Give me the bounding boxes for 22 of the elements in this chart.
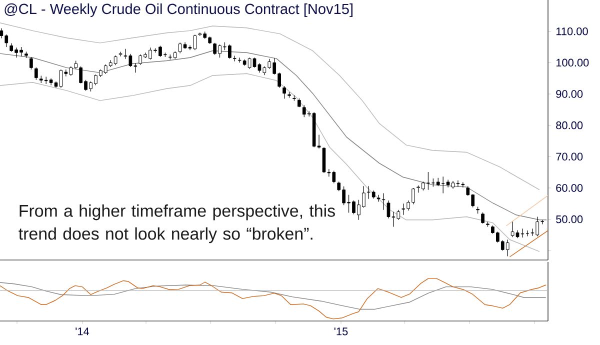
candlestick (282, 86, 286, 99)
y-tick-label: 60.00 (556, 184, 583, 192)
candlestick (34, 67, 38, 80)
chart-title: @CL - Weekly Crude Oil Continuous Contract [Nov15] (4, 3, 352, 17)
line-series (0, 73, 540, 252)
line-series (0, 50, 547, 220)
y-tick-label: 80.00 (556, 121, 583, 130)
candlestick (461, 182, 465, 188)
y-tick-label: 50.00 (556, 215, 583, 224)
line-series (0, 22, 540, 190)
y-tick-label: 110.00 (556, 27, 588, 36)
x-tick-label: '14 (76, 328, 90, 336)
x-tick-label: '15 (334, 328, 348, 336)
candlestick (118, 51, 122, 57)
candlestick (376, 194, 380, 202)
y-tick-label: 70.00 (556, 152, 583, 161)
candlestick (30, 56, 33, 70)
y-tick-label: 90.00 (556, 90, 583, 98)
y-tick-label: 100.00 (556, 58, 589, 67)
annotation: From a higher timeframe perspective, this trend does not look nearly so “broken”. (18, 204, 335, 244)
candlestick (382, 192, 386, 210)
candlestick (481, 212, 484, 224)
